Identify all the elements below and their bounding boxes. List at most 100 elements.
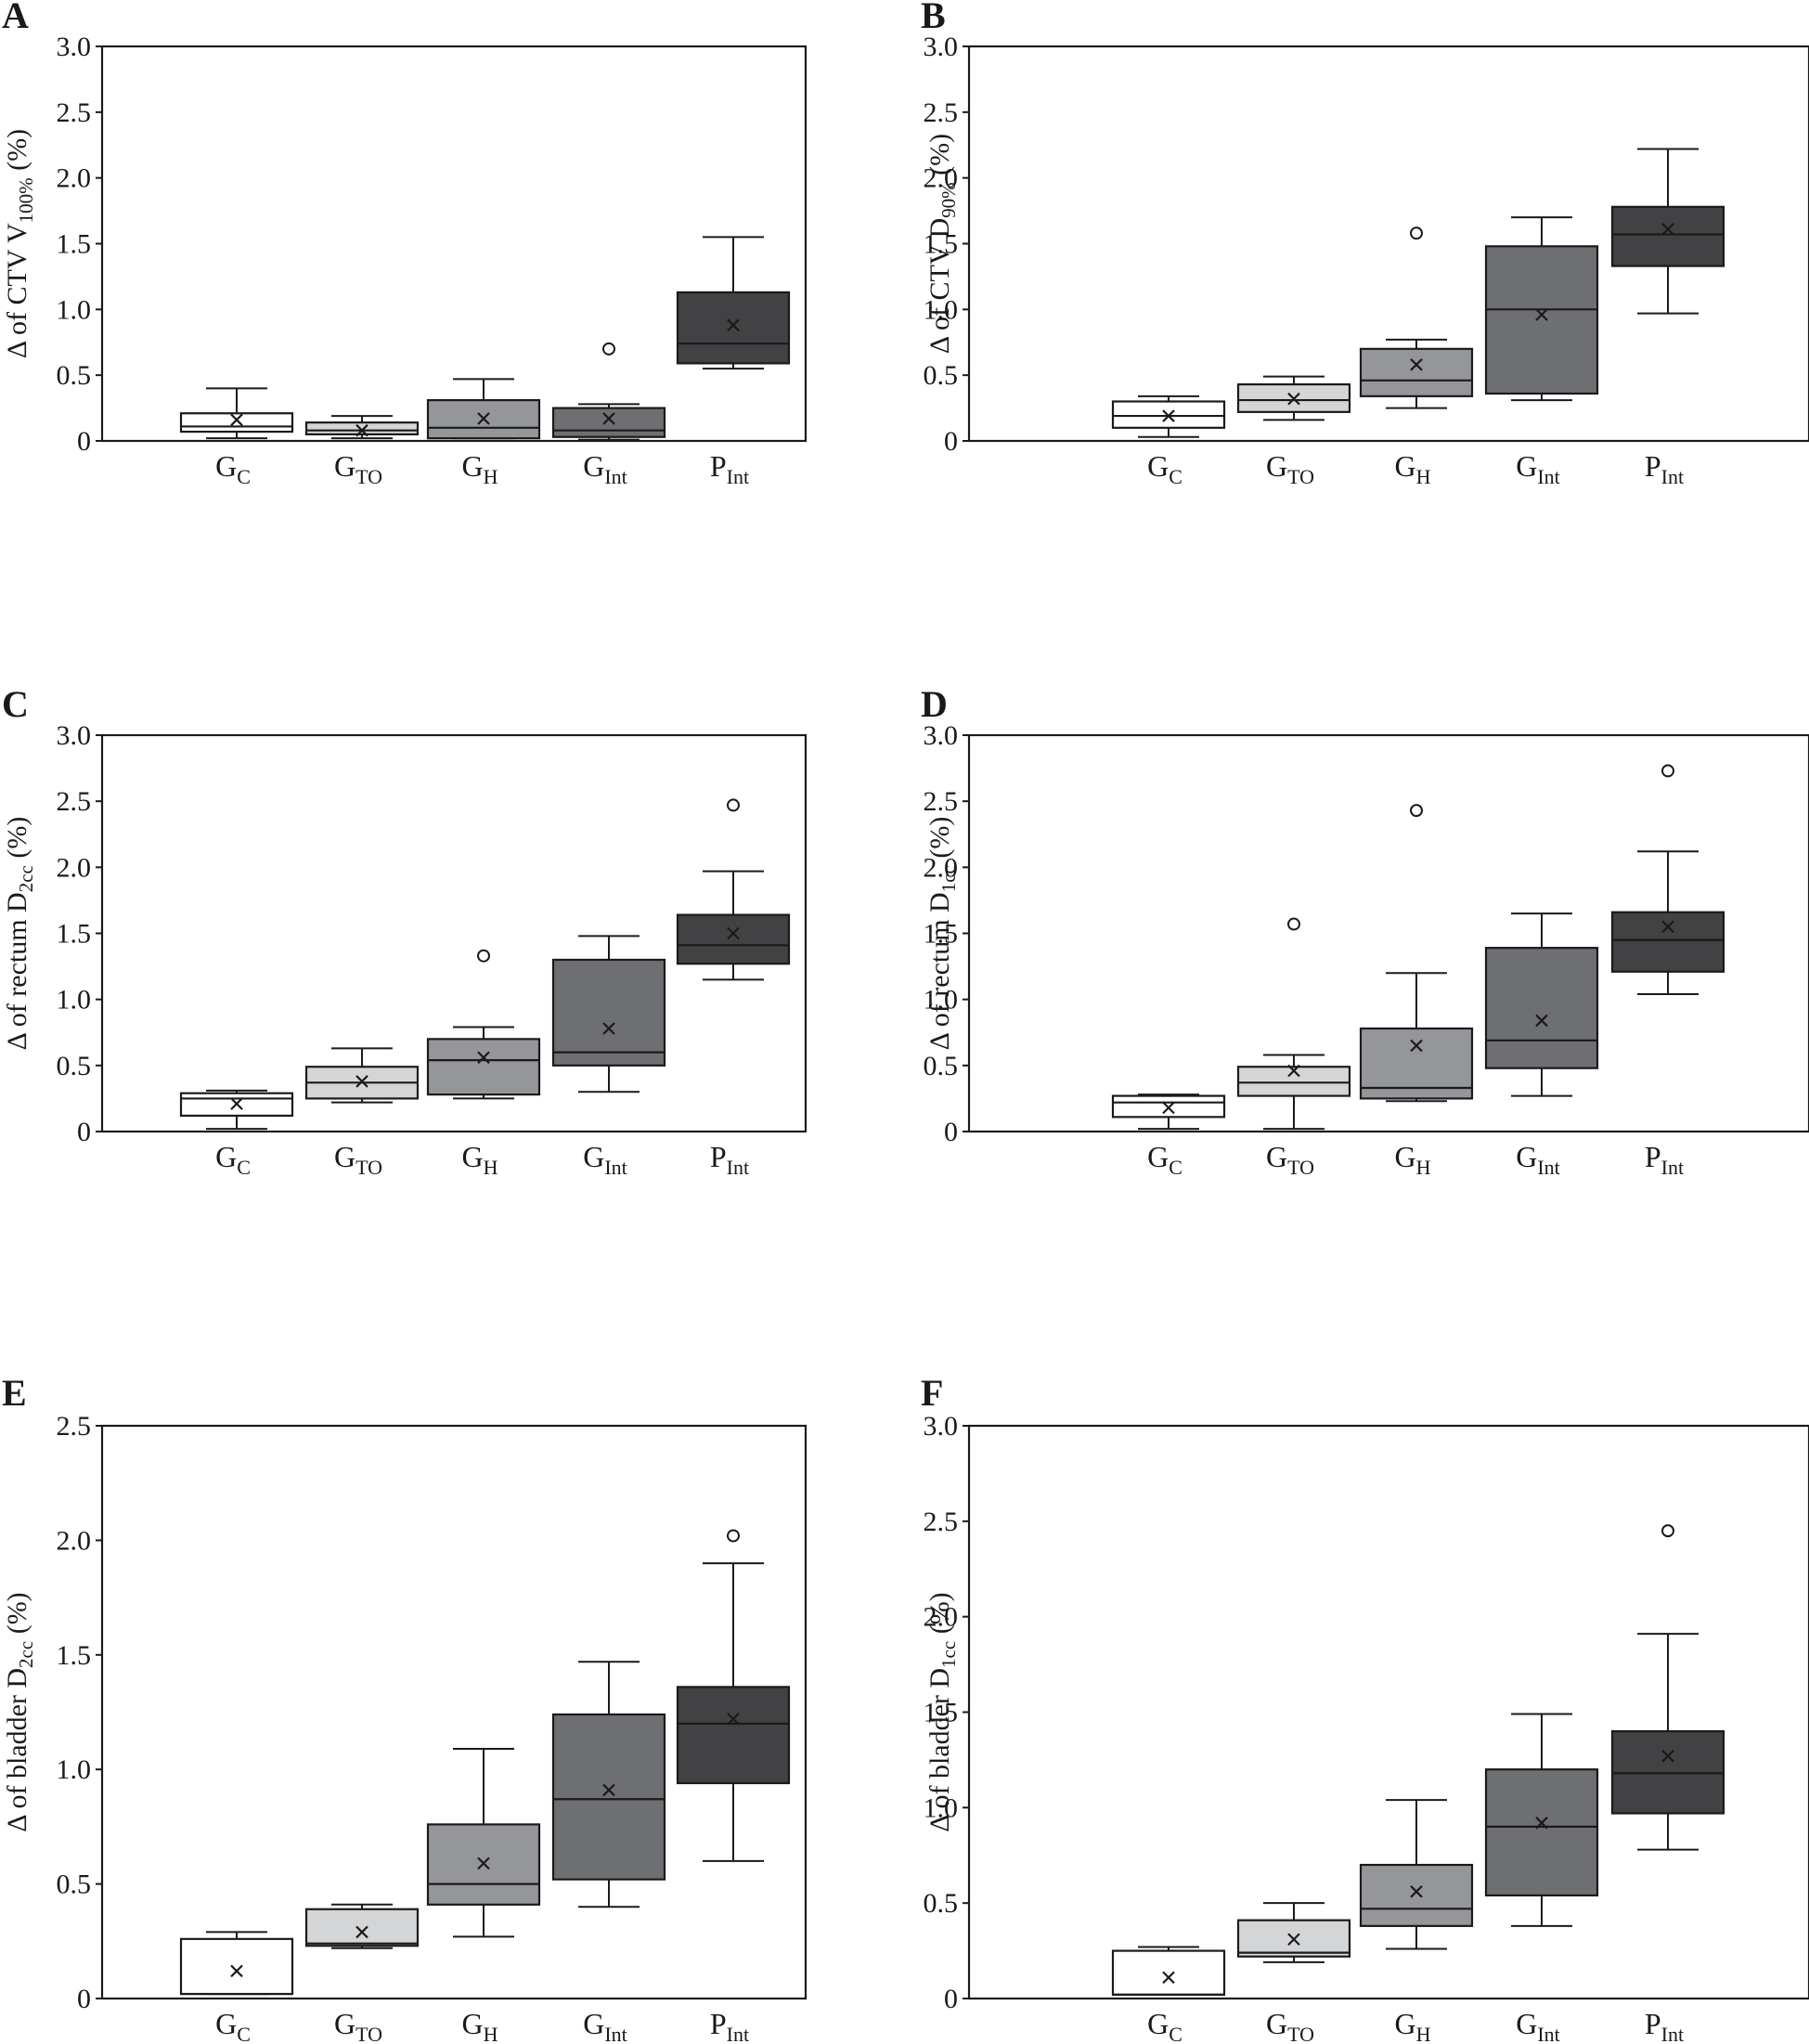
y-axis-label: Δ of rectum D2cc (%) bbox=[2, 817, 37, 1051]
x-category-label-subscript: TO bbox=[1287, 2023, 1314, 2044]
y-tick-label: 1.5 bbox=[924, 229, 959, 260]
y-axis-label-main: Δ of CTV D bbox=[924, 218, 955, 354]
x-category-label-subscript: TO bbox=[1287, 465, 1314, 488]
iqr-box bbox=[676, 1686, 791, 1785]
y-axis-label-main: Δ of rectum D bbox=[924, 892, 955, 1050]
y-tick-label: 0 bbox=[944, 426, 958, 457]
mean-marker bbox=[1410, 1039, 1423, 1053]
x-category-label-subscript: H bbox=[1416, 465, 1431, 488]
x-category-label-main: G bbox=[583, 449, 604, 483]
box-group-gh bbox=[426, 949, 541, 1100]
x-category-label-main: G bbox=[334, 449, 355, 483]
panel-d: D 0 0.5 1.0 1.5 2.0 2.5 3.0 Δ of rectum D1cc (%)… bbox=[921, 683, 1809, 1179]
y-tick-label: 1.5 bbox=[924, 1698, 959, 1728]
x-category-label-subscript: C bbox=[1169, 2023, 1182, 2044]
outlier-point bbox=[1410, 226, 1423, 240]
panel-letter: F bbox=[921, 1372, 943, 1414]
box-group-gto bbox=[304, 1047, 420, 1104]
y-tick-label: 2.0 bbox=[924, 1602, 959, 1633]
panel-letter: B bbox=[921, 0, 946, 36]
x-category-label-subscript: Int bbox=[727, 465, 749, 488]
y-axis-label: Δ of CTV D90% (%) bbox=[924, 134, 960, 354]
box-group-gint bbox=[551, 935, 666, 1093]
x-category-label-subscript: Int bbox=[727, 2023, 749, 2044]
y-tick-label: 2.5 bbox=[57, 786, 92, 817]
outlier-point bbox=[1410, 804, 1423, 818]
y-tick-label: 1.0 bbox=[924, 985, 959, 1016]
x-category-label-main: G bbox=[1395, 2007, 1416, 2040]
x-category-label-main: P bbox=[710, 2007, 727, 2040]
mean-marker bbox=[1535, 1014, 1548, 1028]
box-group-gc bbox=[179, 387, 294, 440]
x-category-label-subscript: C bbox=[237, 465, 251, 488]
x-category-label-subscript: H bbox=[484, 465, 498, 488]
mean-marker bbox=[1287, 1933, 1300, 1947]
box-group-gint bbox=[1484, 216, 1599, 402]
box-group-gc bbox=[179, 1931, 294, 1996]
x-category-label-main: P bbox=[1645, 2007, 1661, 2040]
y-axis-label-main: Δ of bladder D bbox=[924, 1668, 955, 1832]
x-category-label-subscript: H bbox=[484, 1156, 498, 1179]
iqr-box bbox=[676, 291, 791, 365]
y-tick-label: 1.5 bbox=[57, 1640, 92, 1671]
x-category-label: PInt bbox=[710, 1140, 749, 1179]
x-category-label: GH bbox=[462, 2007, 498, 2044]
x-category-label-main: G bbox=[583, 1140, 604, 1173]
x-category-label: GTO bbox=[334, 2007, 382, 2044]
mean-marker bbox=[727, 1713, 740, 1726]
y-axis-label-main: Δ of bladder D bbox=[2, 1668, 32, 1832]
x-category-label-subscript: Int bbox=[604, 1156, 627, 1179]
y-tick-label: 0.5 bbox=[924, 360, 959, 391]
mean-marker bbox=[1410, 1885, 1423, 1898]
box-group-pint bbox=[1610, 148, 1725, 315]
y-tick-label: 1.0 bbox=[57, 985, 92, 1016]
mean-marker bbox=[727, 318, 740, 332]
y-tick-label: 1.5 bbox=[57, 229, 92, 260]
y-axis-label-unit: (%) bbox=[2, 129, 32, 177]
box-group-gc bbox=[1111, 1946, 1226, 1996]
mean-marker bbox=[230, 413, 243, 427]
mean-marker bbox=[1661, 920, 1674, 934]
y-tick-label: 0 bbox=[944, 1117, 958, 1147]
x-category-label-main: P bbox=[1645, 1140, 1661, 1173]
x-category-label: PInt bbox=[1645, 2007, 1684, 2044]
panel-a: A00.51.01.52.02.53.0Δ of CTV V100% (%)GC… bbox=[2, 0, 808, 488]
y-axis-label-main: Δ of CTV V bbox=[2, 223, 32, 358]
y-tick-label: 2.0 bbox=[57, 852, 92, 883]
x-category-label-main: G bbox=[1516, 449, 1537, 483]
mean-marker bbox=[727, 926, 740, 940]
x-category-label-main: G bbox=[462, 1140, 484, 1173]
iqr-box bbox=[1111, 1949, 1226, 1996]
box-group-gc bbox=[1111, 395, 1226, 438]
panel-f: F 0 0.5 1.0 1.5 2.0 2.5 3.0 Δ of bladder D1cc (%… bbox=[921, 1372, 1809, 2044]
box-group-pint bbox=[676, 798, 791, 981]
x-category-label: GC bbox=[1147, 2007, 1182, 2044]
box-group-gto bbox=[1236, 917, 1351, 1131]
iqr-box bbox=[551, 1713, 666, 1881]
iqr-box bbox=[1484, 1768, 1599, 1897]
y-tick-label: 0 bbox=[77, 426, 91, 457]
x-category-label-subscript: Int bbox=[604, 2023, 627, 2044]
x-category-label-subscript: Int bbox=[1537, 2023, 1559, 2044]
x-category-label-main: P bbox=[710, 449, 727, 483]
x-category-label-subscript: H bbox=[1416, 1156, 1431, 1179]
x-category-label-subscript: H bbox=[484, 2023, 498, 2044]
x-category-label-main: G bbox=[1266, 449, 1287, 483]
box-group-gto bbox=[304, 1903, 420, 1949]
outlier-point bbox=[602, 342, 615, 356]
iqr-box bbox=[304, 1908, 420, 1947]
x-category-label-subscript: Int bbox=[1661, 2023, 1684, 2044]
box-group-pint bbox=[676, 236, 791, 370]
x-category-label-main: G bbox=[1147, 449, 1169, 483]
x-category-label-subscript: C bbox=[237, 1156, 251, 1179]
x-category-label-main: G bbox=[215, 1140, 237, 1173]
mean-marker bbox=[1535, 1817, 1548, 1830]
y-tick-label: 2.0 bbox=[924, 852, 959, 883]
outlier-point bbox=[1661, 1524, 1674, 1538]
iqr-box bbox=[304, 421, 420, 436]
x-category-label: GH bbox=[462, 1140, 498, 1179]
x-category-label-main: G bbox=[1266, 2007, 1287, 2040]
y-axis-label: Δ of bladder D2cc (%) bbox=[2, 1592, 37, 1831]
y-axis-label-subscript: 2cc bbox=[15, 865, 37, 892]
